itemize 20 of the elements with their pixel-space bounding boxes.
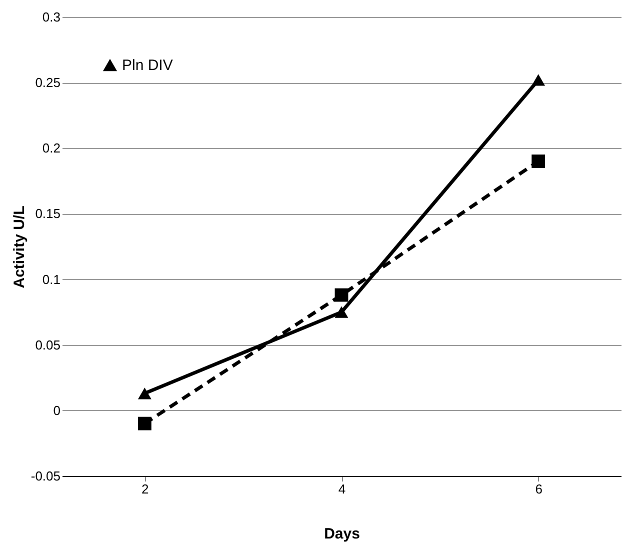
y-axis-title: Activity U/L	[10, 206, 28, 288]
y-tick-label: 0.15	[35, 206, 60, 222]
y-tick-label: 0.2	[42, 140, 60, 156]
point	[334, 306, 348, 318]
y-tick-label: 0.25	[35, 75, 60, 90]
x-tick-label: 4	[338, 482, 346, 496]
point	[138, 416, 152, 430]
x-tick-label: 2	[142, 482, 149, 496]
point	[138, 388, 152, 400]
y-tick-label: 0	[53, 402, 60, 418]
point	[532, 154, 546, 168]
point	[532, 74, 546, 86]
y-tick-label: 0.3	[42, 10, 60, 24]
x-tick-label: 6	[535, 482, 542, 496]
x-axis-title: Days	[324, 526, 360, 542]
legend-label: Pln DIV	[122, 57, 173, 74]
y-tick-label: 0.05	[35, 337, 60, 352]
y-tick-label: -0.05	[30, 468, 60, 484]
y-tick-label: 0.1	[42, 272, 60, 287]
point	[334, 288, 348, 302]
